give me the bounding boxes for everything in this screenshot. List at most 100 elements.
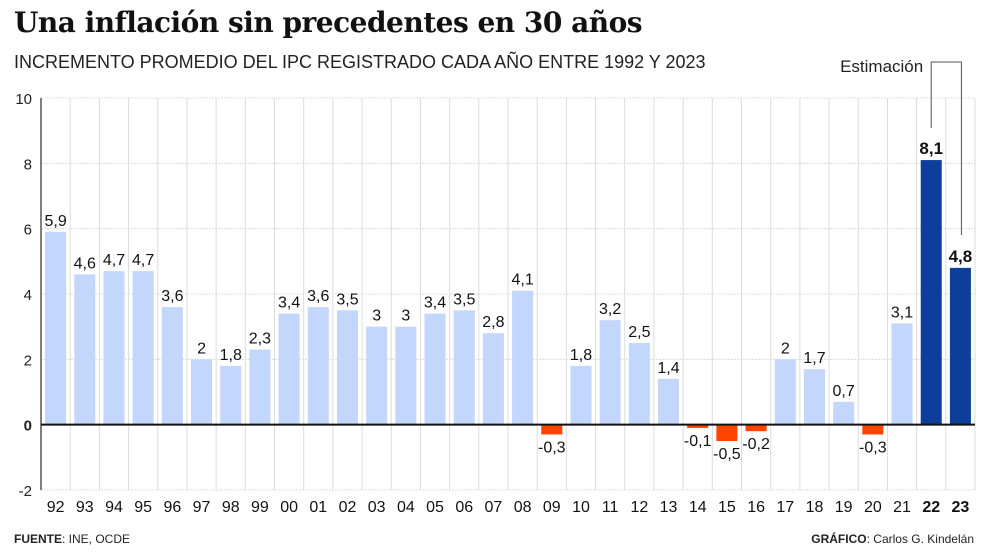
data-label: 4,6	[74, 255, 96, 272]
bar-96	[161, 307, 183, 425]
bar-00	[278, 313, 300, 425]
x-tick-label: 98	[222, 499, 240, 516]
bar-97	[191, 359, 213, 425]
bar-03	[366, 326, 388, 425]
bar-06	[453, 310, 475, 425]
data-label: -0,1	[684, 433, 712, 450]
bar-17	[774, 359, 796, 425]
x-tick-label: 18	[806, 499, 824, 516]
credit-label: GRÁFICO	[811, 532, 867, 546]
y-tick-label: 8	[24, 156, 32, 173]
data-label: 4,7	[103, 252, 125, 269]
data-label: 1,7	[803, 350, 825, 367]
x-tick-label: 93	[76, 499, 94, 516]
x-tick-label: 23	[952, 499, 970, 516]
bar-08	[512, 290, 534, 425]
bar-10	[570, 365, 592, 425]
data-label: 3,1	[891, 304, 913, 321]
bar-04	[395, 326, 417, 425]
data-label: 3,6	[307, 288, 329, 305]
bar-07	[482, 333, 504, 425]
x-tick-label: 07	[485, 499, 503, 516]
bar-22	[920, 160, 942, 425]
source-value: : INE, OCDE	[62, 532, 131, 546]
x-tick-label: 13	[660, 499, 678, 516]
data-label: -0,2	[742, 436, 770, 453]
x-tick-label: 16	[747, 499, 765, 516]
data-label: 4,7	[132, 252, 154, 269]
chart-title: Una inflación sin precedentes en 30 años	[14, 6, 643, 39]
x-tick-label: 22	[922, 499, 940, 516]
bar-99	[249, 349, 271, 425]
data-label: -0,5	[713, 446, 741, 463]
source-label: FUENTE	[14, 532, 62, 546]
data-label: 4,1	[511, 272, 533, 289]
x-tick-label: 19	[835, 499, 853, 516]
y-tick-label: 2	[24, 352, 32, 369]
data-label: 4,8	[949, 247, 973, 266]
bar-09	[541, 424, 563, 435]
data-label: 8,1	[919, 139, 943, 158]
bar-95	[132, 271, 154, 425]
data-label: 2,5	[628, 324, 650, 341]
y-tick-label: 4	[24, 287, 32, 304]
data-label: 3,2	[599, 301, 621, 318]
data-label: 3,6	[161, 288, 183, 305]
bar-02	[336, 310, 358, 425]
annotation-label: Estimación	[840, 57, 923, 76]
credit-note: GRÁFICO: Carlos G. Kindelán	[811, 532, 974, 546]
source-note: FUENTE: INE, OCDE	[14, 532, 130, 546]
data-label: 2	[781, 340, 790, 357]
data-label: 2,8	[482, 314, 504, 331]
data-label: 2,3	[249, 331, 271, 348]
x-tick-label: 00	[280, 499, 298, 516]
x-tick-label: 95	[134, 499, 152, 516]
y-tick-label: 10	[15, 91, 32, 108]
data-label: 1,8	[220, 347, 242, 364]
bar-23	[949, 267, 971, 425]
x-tick-label: 92	[47, 499, 65, 516]
bar-16	[745, 424, 767, 432]
y-tick-label: 6	[24, 222, 32, 239]
data-label: 3,4	[278, 295, 300, 312]
annotation-bracket	[930, 61, 962, 235]
bar-21	[891, 323, 913, 425]
data-label: 0,7	[833, 383, 855, 400]
x-tick-label: 01	[309, 499, 327, 516]
data-label: 2	[197, 340, 206, 357]
bar-15	[716, 424, 738, 441]
y-tick-label: -2	[19, 483, 32, 500]
x-tick-label: 21	[893, 499, 911, 516]
x-tick-label: 08	[514, 499, 532, 516]
y-tick-label: 0	[24, 418, 32, 435]
x-tick-label: 99	[251, 499, 269, 516]
data-label: 3,4	[424, 295, 446, 312]
x-tick-label: 14	[689, 499, 707, 516]
bar-12	[628, 343, 650, 425]
x-tick-label: 04	[397, 499, 415, 516]
data-label: -0,3	[538, 439, 566, 456]
x-tick-label: 05	[426, 499, 444, 516]
x-tick-label: 11	[602, 499, 619, 516]
data-label: 1,8	[570, 347, 592, 364]
x-tick-label: 09	[543, 499, 561, 516]
bar-11	[599, 320, 621, 425]
x-tick-label: 20	[864, 499, 882, 516]
bar-18	[803, 369, 825, 425]
x-tick-label: 17	[776, 499, 794, 516]
x-tick-label: 06	[455, 499, 473, 516]
data-label: 3	[401, 308, 410, 325]
bar-92	[45, 231, 67, 425]
data-label: -0,3	[859, 439, 887, 456]
chart-subtitle: INCREMENTO PROMEDIO DEL IPC REGISTRADO C…	[14, 52, 706, 72]
data-label: 1,4	[657, 360, 679, 377]
data-label: 3	[372, 308, 381, 325]
x-tick-label: 94	[105, 499, 123, 516]
bar-05	[424, 313, 446, 425]
bar-93	[74, 274, 96, 425]
bar-01	[307, 307, 329, 425]
x-tick-label: 10	[572, 499, 590, 516]
x-tick-label: 15	[718, 499, 736, 516]
data-label: 5,9	[44, 213, 66, 230]
